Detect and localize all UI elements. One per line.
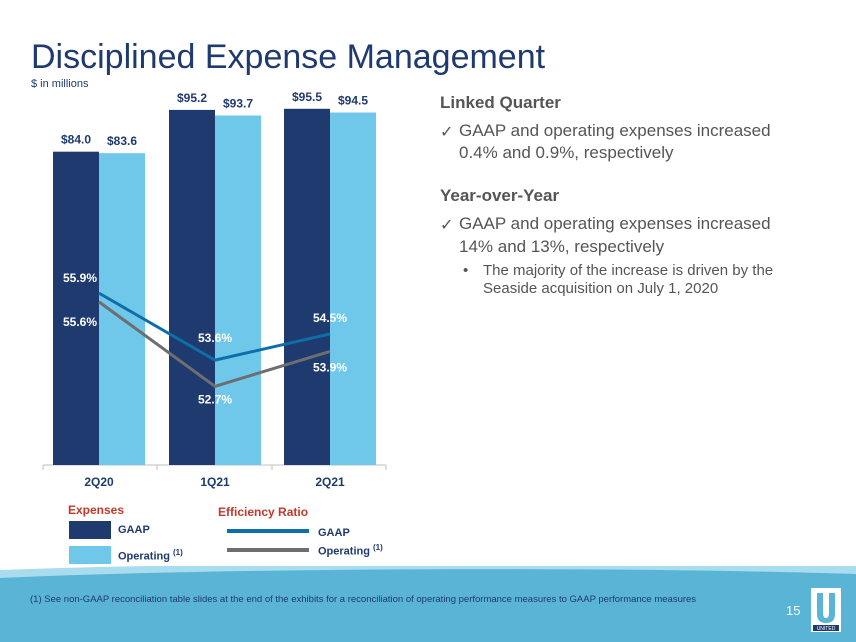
- legend-operating-footnote: (1): [173, 548, 183, 557]
- ratio-label: 55.6%: [63, 315, 97, 329]
- ratio-label: 55.9%: [63, 271, 97, 285]
- bar-value-label: $94.5: [338, 94, 368, 108]
- linked-quarter-point-line1: GAAP and operating expenses increased: [459, 121, 771, 140]
- ratio-label: 54.5%: [313, 311, 347, 325]
- footnote: (1) See non-GAAP reconciliation table sl…: [30, 594, 697, 605]
- year-over-year-sub-line2: Seaside acquisition on July 1, 2020: [483, 280, 719, 297]
- ratio-label: 52.7%: [198, 392, 232, 406]
- x-tick-label: 2Q21: [315, 475, 345, 489]
- checkmark-icon: ✓: [440, 124, 454, 141]
- bar-value-label: $84.0: [61, 133, 91, 147]
- efficiency-line-operating: [98, 300, 331, 389]
- bar-value-label: $93.7: [223, 96, 253, 110]
- footer-band: [0, 566, 856, 642]
- legend-efficiency-head: Efficiency Ratio: [218, 505, 309, 519]
- united-logo: UNITED: [811, 588, 841, 632]
- legend-operating-label: Operating (1): [118, 548, 183, 563]
- year-over-year-point-line1: GAAP and operating expenses increased: [459, 214, 771, 233]
- legend-gaap-label: GAAP: [118, 524, 150, 536]
- checkmark-icon: ✓: [440, 217, 454, 234]
- legend-gaap-ratio-line: [227, 529, 309, 533]
- bar-gaap-1Q21: [169, 109, 215, 466]
- x-tick-label: 1Q21: [200, 475, 230, 489]
- slide-subtitle: $ in millions: [31, 78, 89, 90]
- logo-text: UNITED: [817, 626, 836, 632]
- linked-quarter-heading: Linked Quarter: [440, 93, 561, 112]
- efficiency-line-gaap: [98, 291, 331, 362]
- legend-expenses-head: Expenses: [68, 503, 125, 517]
- legend-operating-ratio-footnote: (1): [373, 543, 383, 552]
- legend-gaap-swatch: [69, 521, 111, 539]
- bar-gaap-2Q20: [53, 151, 99, 465]
- linked-quarter-point-line2: 0.4% and 0.9%, respectively: [459, 143, 674, 162]
- legend-operating-ratio-label: Operating (1): [318, 543, 383, 558]
- year-over-year-point-line2: 14% and 13%, respectively: [459, 237, 665, 256]
- legend-operating-text: Operating: [118, 550, 170, 563]
- bar-value-label: $95.5: [292, 90, 322, 104]
- slide-title: Disciplined Expense Management: [31, 38, 546, 76]
- year-over-year-heading: Year-over-Year: [440, 186, 560, 205]
- bar-value-label: $83.6: [107, 134, 137, 148]
- bar-operating-2Q21: [330, 112, 376, 465]
- bullet-icon: •: [463, 262, 469, 279]
- ratio-label: 53.9%: [313, 360, 347, 374]
- x-tick-label: 2Q20: [84, 475, 114, 489]
- bar-operating-2Q20: [99, 153, 145, 465]
- year-over-year-sub-line1: The majority of the increase is driven b…: [483, 262, 774, 279]
- legend-gaap-ratio-label: GAAP: [318, 527, 350, 539]
- bar-gaap-2Q21: [284, 108, 330, 465]
- legend-operating-ratio-text: Operating: [318, 545, 370, 558]
- page-number: 15: [786, 603, 801, 618]
- bar-value-label: $95.2: [177, 91, 207, 105]
- legend-operating-ratio-line: [227, 548, 309, 552]
- ratio-label: 53.6%: [198, 331, 232, 345]
- legend-operating-swatch: [69, 546, 111, 564]
- bar-operating-1Q21: [215, 115, 261, 466]
